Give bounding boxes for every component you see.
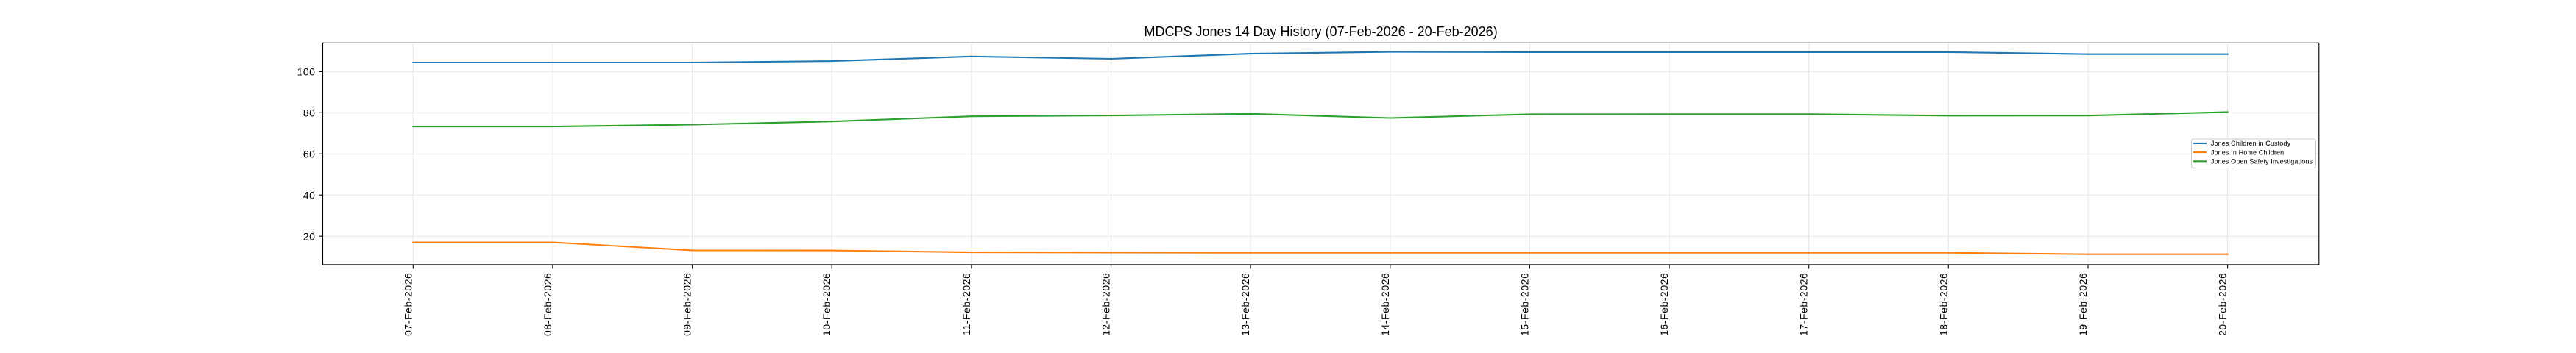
- svg-text:15-Feb-2026: 15-Feb-2026: [1518, 273, 1530, 336]
- svg-text:13-Feb-2026: 13-Feb-2026: [1239, 273, 1251, 336]
- svg-text:Jones Children in Custody: Jones Children in Custody: [2211, 140, 2291, 147]
- svg-text:40: 40: [303, 189, 315, 201]
- svg-text:Jones In Home Children: Jones In Home Children: [2211, 149, 2284, 156]
- svg-text:10-Feb-2026: 10-Feb-2026: [821, 273, 832, 336]
- svg-text:19-Feb-2026: 19-Feb-2026: [2077, 273, 2089, 336]
- svg-text:16-Feb-2026: 16-Feb-2026: [1658, 273, 1670, 336]
- svg-text:07-Feb-2026: 07-Feb-2026: [402, 273, 414, 336]
- svg-text:100: 100: [297, 65, 316, 77]
- svg-text:60: 60: [303, 148, 315, 160]
- svg-text:12-Feb-2026: 12-Feb-2026: [1100, 273, 1112, 336]
- svg-text:MDCPS Jones 14 Day History (07: MDCPS Jones 14 Day History (07-Feb-2026 …: [1144, 24, 1497, 39]
- svg-text:09-Feb-2026: 09-Feb-2026: [682, 273, 693, 336]
- svg-text:80: 80: [303, 107, 315, 118]
- svg-text:20: 20: [303, 230, 315, 242]
- svg-text:20-Feb-2026: 20-Feb-2026: [2217, 273, 2229, 336]
- svg-text:08-Feb-2026: 08-Feb-2026: [542, 273, 553, 336]
- svg-text:17-Feb-2026: 17-Feb-2026: [1798, 273, 1810, 336]
- svg-text:14-Feb-2026: 14-Feb-2026: [1379, 273, 1391, 336]
- svg-text:Jones Open Safety Investigatio: Jones Open Safety Investigations: [2211, 158, 2313, 165]
- svg-text:11-Feb-2026: 11-Feb-2026: [960, 273, 972, 335]
- svg-text:18-Feb-2026: 18-Feb-2026: [1937, 273, 1949, 336]
